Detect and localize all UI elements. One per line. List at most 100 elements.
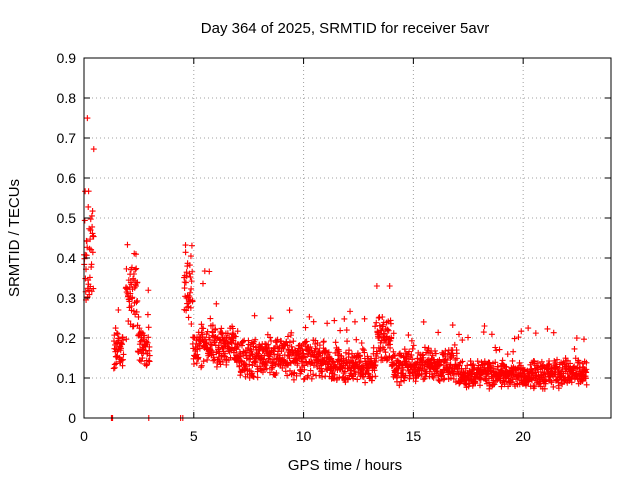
data-point xyxy=(356,359,363,366)
data-point xyxy=(213,300,220,307)
data-point xyxy=(188,242,195,249)
data-point xyxy=(193,360,200,367)
data-point xyxy=(119,356,126,363)
data-point xyxy=(525,325,532,332)
data-point xyxy=(115,307,122,313)
data-point xyxy=(406,348,413,355)
y-tick-label: 0.3 xyxy=(57,290,77,306)
data-point xyxy=(266,353,273,360)
data-point xyxy=(286,339,293,346)
data-point xyxy=(455,331,462,338)
data-point xyxy=(464,362,471,369)
data-point xyxy=(135,313,142,320)
data-point xyxy=(302,324,309,331)
data-point xyxy=(230,337,237,344)
plot-frame xyxy=(83,57,612,419)
data-point xyxy=(498,383,505,390)
data-point xyxy=(265,341,272,348)
data-point xyxy=(188,321,195,328)
data-point xyxy=(420,318,427,325)
data-point xyxy=(509,357,516,364)
data-point xyxy=(307,343,314,350)
data-point xyxy=(486,363,493,370)
data-point xyxy=(90,146,97,153)
data-point xyxy=(283,338,290,345)
data-point xyxy=(187,253,194,260)
data-point xyxy=(134,279,141,286)
data-point xyxy=(248,348,255,355)
data-point xyxy=(472,380,479,387)
data-point xyxy=(132,266,139,273)
data-point xyxy=(374,350,381,357)
data-point xyxy=(127,290,134,297)
data-point xyxy=(550,329,557,336)
data-point xyxy=(541,385,548,392)
data-point xyxy=(449,322,456,329)
data-point xyxy=(218,331,225,338)
data-point xyxy=(266,369,273,376)
data-point xyxy=(246,361,253,368)
data-point xyxy=(340,370,347,377)
data-point xyxy=(199,333,206,340)
data-point xyxy=(110,365,117,372)
data-point xyxy=(319,355,326,362)
data-point xyxy=(482,376,489,383)
data-point xyxy=(342,349,349,356)
data-point xyxy=(88,261,95,268)
data-point xyxy=(200,358,207,365)
data-point xyxy=(320,338,327,345)
data-point xyxy=(351,368,358,375)
data-point xyxy=(144,339,151,346)
data-point xyxy=(303,359,310,366)
data-point xyxy=(85,188,92,195)
data-point xyxy=(209,322,216,329)
data-point xyxy=(89,223,96,230)
data-point xyxy=(316,372,323,379)
data-point xyxy=(120,337,127,344)
data-point xyxy=(247,356,254,363)
data-point xyxy=(300,353,307,360)
data-point xyxy=(528,370,535,377)
data-point xyxy=(145,324,152,331)
data-point xyxy=(83,238,90,245)
x-tick-label: 15 xyxy=(406,428,422,444)
data-point xyxy=(189,268,196,275)
data-point xyxy=(475,362,482,369)
data-point xyxy=(267,315,274,322)
data-point xyxy=(207,315,214,322)
data-point xyxy=(267,334,274,341)
data-point xyxy=(365,370,372,377)
data-point xyxy=(90,285,97,292)
data-point xyxy=(430,374,437,381)
data-point xyxy=(432,347,439,354)
data-point xyxy=(195,354,202,361)
data-point xyxy=(579,378,586,385)
data-point xyxy=(408,337,415,344)
data-point xyxy=(442,347,449,354)
data-point xyxy=(359,345,366,352)
data-point xyxy=(450,352,457,359)
data-point xyxy=(305,372,312,379)
data-point xyxy=(418,371,425,378)
data-point xyxy=(582,375,589,382)
data-point xyxy=(146,352,153,359)
x-tick-label: 0 xyxy=(80,428,88,444)
data-point xyxy=(518,328,525,335)
y-tick-label: 0.5 xyxy=(57,210,77,226)
data-point xyxy=(337,327,344,334)
data-point xyxy=(406,375,413,382)
data-point xyxy=(182,242,189,249)
data-point xyxy=(228,344,235,351)
data-point xyxy=(207,341,214,348)
data-point xyxy=(130,308,137,315)
data-point xyxy=(263,365,270,372)
data-point xyxy=(361,349,368,356)
data-point xyxy=(384,326,391,333)
data-point xyxy=(319,368,326,375)
data-point xyxy=(146,343,153,350)
data-point xyxy=(388,334,395,341)
data-point xyxy=(459,337,466,344)
data-point xyxy=(303,338,310,345)
data-point xyxy=(87,227,94,234)
